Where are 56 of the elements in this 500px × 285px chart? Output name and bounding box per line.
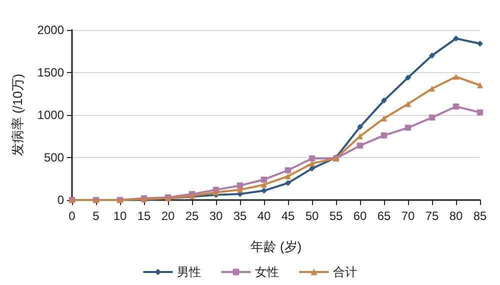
point	[261, 176, 267, 183]
point	[285, 167, 291, 174]
point	[285, 180, 291, 186]
point	[453, 36, 459, 42]
x-tick-label: 10	[113, 209, 127, 223]
point	[381, 132, 387, 138]
y-axis-title: 发病率 (/10万)	[10, 74, 25, 156]
x-tick-label: 45	[281, 209, 295, 223]
point	[357, 124, 363, 130]
point	[357, 142, 363, 149]
point	[429, 52, 435, 58]
x-tick-label: 35	[233, 209, 247, 223]
point	[285, 173, 291, 180]
y-tick-label: 2000	[37, 23, 64, 37]
x-axis-title: 年龄 (岁)	[250, 239, 302, 254]
point	[405, 124, 411, 131]
x-tick-label: 25	[185, 209, 199, 223]
point	[213, 189, 219, 196]
point	[237, 186, 243, 193]
point	[477, 40, 483, 47]
point	[453, 74, 459, 80]
x-tick-label: 55	[329, 209, 343, 223]
x-tick-label: 85	[473, 209, 487, 223]
x-tick-label: 30	[209, 209, 223, 223]
point	[453, 104, 459, 110]
point	[309, 155, 315, 162]
point	[477, 109, 483, 116]
x-tick-label: 80	[449, 209, 463, 223]
point	[309, 160, 315, 166]
x-tick-label: 15	[137, 209, 151, 223]
x-tick-label: 50	[305, 209, 319, 223]
legend-label: 合计	[333, 265, 357, 279]
point	[381, 115, 387, 122]
x-tick-label: 75	[425, 209, 439, 223]
point	[405, 74, 411, 81]
point	[477, 82, 483, 88]
point	[381, 98, 387, 104]
x-tick-label: 65	[377, 209, 391, 223]
x-tick-label: 5	[92, 209, 100, 223]
y-tick-label: 0	[57, 193, 64, 207]
point	[405, 100, 411, 107]
x-tick-label: 70	[401, 209, 415, 223]
point	[261, 182, 267, 188]
legend-label: 男性	[177, 265, 201, 279]
y-tick-label: 1500	[37, 66, 64, 80]
point	[261, 188, 267, 194]
legend-label: 女性	[255, 265, 279, 279]
x-tick-label: 0	[68, 209, 76, 223]
point	[237, 182, 243, 189]
point	[429, 86, 435, 92]
x-tick-label: 40	[257, 209, 271, 223]
x-tick-label: 60	[353, 209, 367, 223]
y-tick-label: 500	[44, 150, 64, 164]
point	[429, 114, 435, 121]
y-tick-label: 1000	[37, 108, 64, 122]
x-tick-label: 20	[161, 209, 175, 223]
